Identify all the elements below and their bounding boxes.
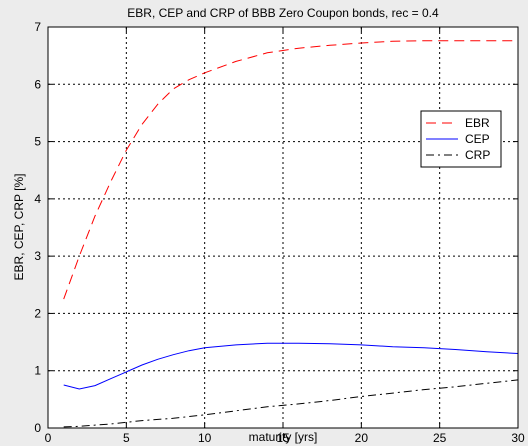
y-tick-label: 0 [34,421,41,435]
x-tick-label: 20 [355,431,369,445]
y-tick-label: 3 [34,249,41,263]
y-tick-label: 2 [34,306,41,320]
x-tick-label: 10 [198,431,212,445]
x-tick-label: 25 [433,431,447,445]
y-tick-label: 1 [34,364,41,378]
legend: EBR CEP CRP [420,110,502,168]
x-tick-label: 5 [123,431,130,445]
x-tick-label: 15 [276,431,290,445]
y-axis-label: EBR, CEP, CRP [%] [12,174,26,281]
x-tick-label: 30 [511,431,525,445]
chart-title: EBR, CEP and CRP of BBB Zero Coupon bond… [127,6,439,20]
x-tick-label: 0 [45,431,52,445]
legend-label-crp: CRP [465,148,490,162]
y-tick-label: 5 [34,135,41,149]
series-layer [63,40,519,428]
series-crp-line [63,379,519,428]
series-ebr-line [63,40,518,300]
y-axis-ticks: 0 1 2 3 4 5 6 7 [34,20,518,435]
legend-label-ebr: EBR [465,116,490,130]
y-tick-label: 7 [34,20,41,34]
legend-label-cep: CEP [465,132,490,146]
x-axis-label: maturity [yrs] [249,430,318,444]
series-cep-line [63,342,519,390]
y-tick-label: 6 [34,77,41,91]
y-tick-label: 4 [34,192,41,206]
x-axis-ticks: 0 5 10 15 20 25 30 [45,27,525,445]
